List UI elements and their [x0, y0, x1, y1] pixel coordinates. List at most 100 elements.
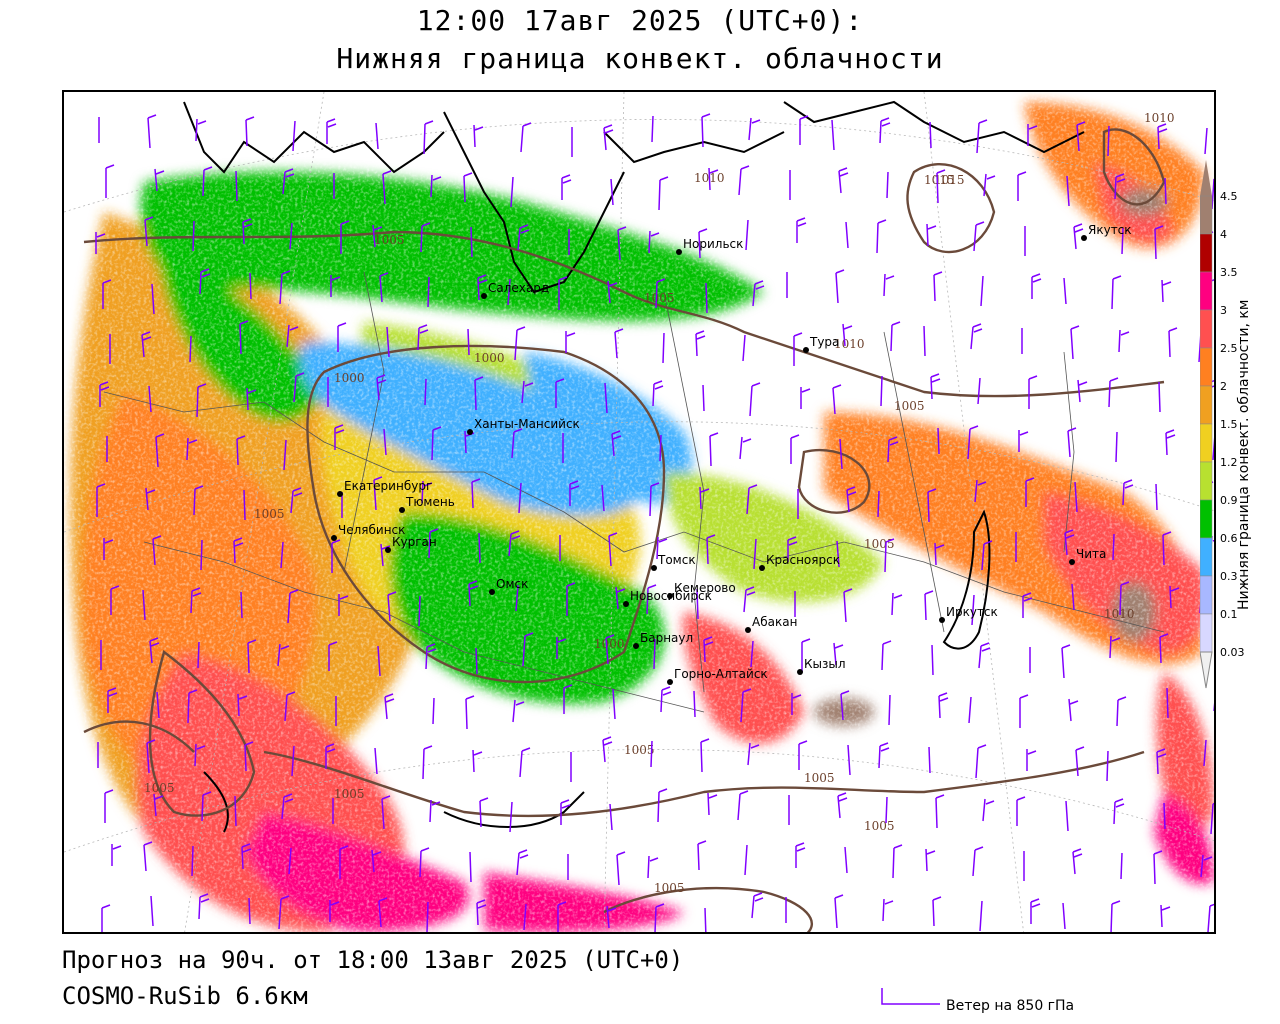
wind-barb — [469, 851, 472, 883]
wind-barb — [972, 846, 984, 877]
wind-barb — [290, 487, 303, 514]
wind-barb — [1156, 748, 1167, 775]
isobar-label: 1005 — [654, 881, 685, 895]
wind-barb — [1067, 427, 1077, 458]
wind-barb — [423, 120, 434, 155]
wind-barb — [382, 170, 392, 205]
wind-barb — [329, 900, 340, 922]
city-label: Салехард — [488, 281, 549, 295]
isobar-label: 1005 — [864, 819, 895, 833]
city-dot — [667, 679, 673, 685]
wind-barb — [971, 594, 975, 626]
wind-barb — [649, 482, 660, 517]
wind-barb — [105, 164, 115, 198]
wind-barb — [699, 486, 710, 510]
city-dot — [939, 617, 945, 623]
wind-barb — [976, 119, 988, 154]
wind-barb — [558, 276, 568, 310]
legend-title: Нижняя граница конвект. облачности, км — [1236, 299, 1252, 610]
wind-barb — [193, 485, 204, 516]
wind-barb — [923, 325, 926, 357]
wind-barb — [648, 230, 660, 254]
wind-barbs — [95, 113, 1214, 932]
wind-barb — [1161, 279, 1172, 303]
wind-legend-label: Ветер на 850 гПа — [946, 998, 1074, 1014]
isobar-label: 1005 — [334, 787, 365, 801]
wind-barb — [431, 426, 442, 461]
city-dot — [797, 669, 803, 675]
wind-barb — [981, 540, 993, 571]
isobar-label: 1005 — [254, 507, 285, 521]
isobar-label: 1000 — [334, 371, 365, 385]
wind-barb — [1113, 798, 1125, 825]
map-area[interactable]: 1005 1010 1015 1005 1000 1000 1010 1005 1005 1005… — [62, 90, 1216, 934]
wind-barb — [1164, 177, 1167, 205]
wind-barb — [1063, 277, 1067, 305]
wind-barb — [1031, 273, 1042, 299]
wind-barb — [1075, 746, 1085, 777]
wind-barb — [1200, 854, 1213, 878]
wind-barb — [1107, 125, 1110, 157]
wind-barb — [708, 167, 719, 191]
wind-barb — [245, 116, 255, 147]
wind-barb — [145, 487, 156, 511]
wind-barb — [743, 586, 756, 613]
isobars — [83, 128, 1166, 932]
wind-barb — [432, 697, 435, 725]
wind-barb — [887, 436, 899, 463]
wind-barb — [974, 479, 987, 503]
wind-barb — [704, 907, 707, 932]
wind-barb — [657, 788, 668, 823]
wind-barb — [701, 113, 711, 148]
wind-barb — [980, 275, 984, 307]
wind-barb — [379, 272, 389, 303]
city-markers: Норильск Салехард Тура Якутск Ханты-Мансийск… — [331, 223, 1132, 685]
wind-barb — [236, 435, 246, 466]
legend-swatch — [1200, 537, 1213, 577]
wind-barb — [742, 334, 746, 362]
wind-barb — [929, 121, 932, 149]
wind-barb — [510, 176, 514, 208]
wind-barb — [787, 536, 798, 562]
city-label: Норильск — [683, 237, 743, 251]
wind-barb — [1154, 225, 1164, 260]
wind-barb — [931, 644, 934, 676]
wind-barb — [150, 895, 154, 927]
wind-barb — [521, 380, 534, 404]
city-label: Омск — [496, 577, 528, 591]
wind-barb — [241, 843, 252, 870]
wind-barb — [149, 637, 160, 664]
wind-barb — [652, 380, 664, 407]
wind-barb — [847, 744, 851, 776]
speckle-overlay — [64, 92, 1214, 932]
wind-barb — [288, 847, 292, 875]
forecast-info: Прогноз на 90ч. от 18:00 13авг 2025 (UTC… — [62, 946, 684, 974]
city-dot — [759, 565, 765, 571]
wind-barb — [467, 328, 470, 356]
wind-barb — [474, 376, 484, 411]
legend-swatch — [1200, 499, 1213, 539]
wind-barb — [654, 903, 665, 932]
wind-barb — [698, 228, 708, 259]
admin-borders — [103, 271, 1165, 713]
isobar-label: 1010 — [1144, 111, 1175, 125]
isobar-label: 1005 — [374, 233, 405, 247]
city-label: Курган — [392, 535, 437, 549]
wind-barb — [705, 282, 708, 314]
wind-barb — [102, 279, 112, 309]
wind-barb — [832, 384, 842, 415]
wind-barb — [750, 640, 754, 668]
wind-barb — [656, 536, 668, 560]
wind-barb — [508, 530, 521, 557]
wind-barb — [844, 846, 848, 874]
wind-barb — [243, 489, 246, 521]
wind-barb — [512, 699, 525, 723]
wind-barb — [246, 387, 257, 411]
wind-barb — [886, 171, 889, 199]
wind-barb — [1166, 687, 1169, 719]
wind-barb — [1169, 585, 1180, 609]
wind-barb — [1116, 696, 1127, 727]
weather-map[interactable]: 1005 1010 1015 1005 1000 1000 1010 1005 1005 1005… — [64, 92, 1216, 934]
wind-barb — [475, 647, 478, 675]
wind-barb — [330, 275, 341, 297]
